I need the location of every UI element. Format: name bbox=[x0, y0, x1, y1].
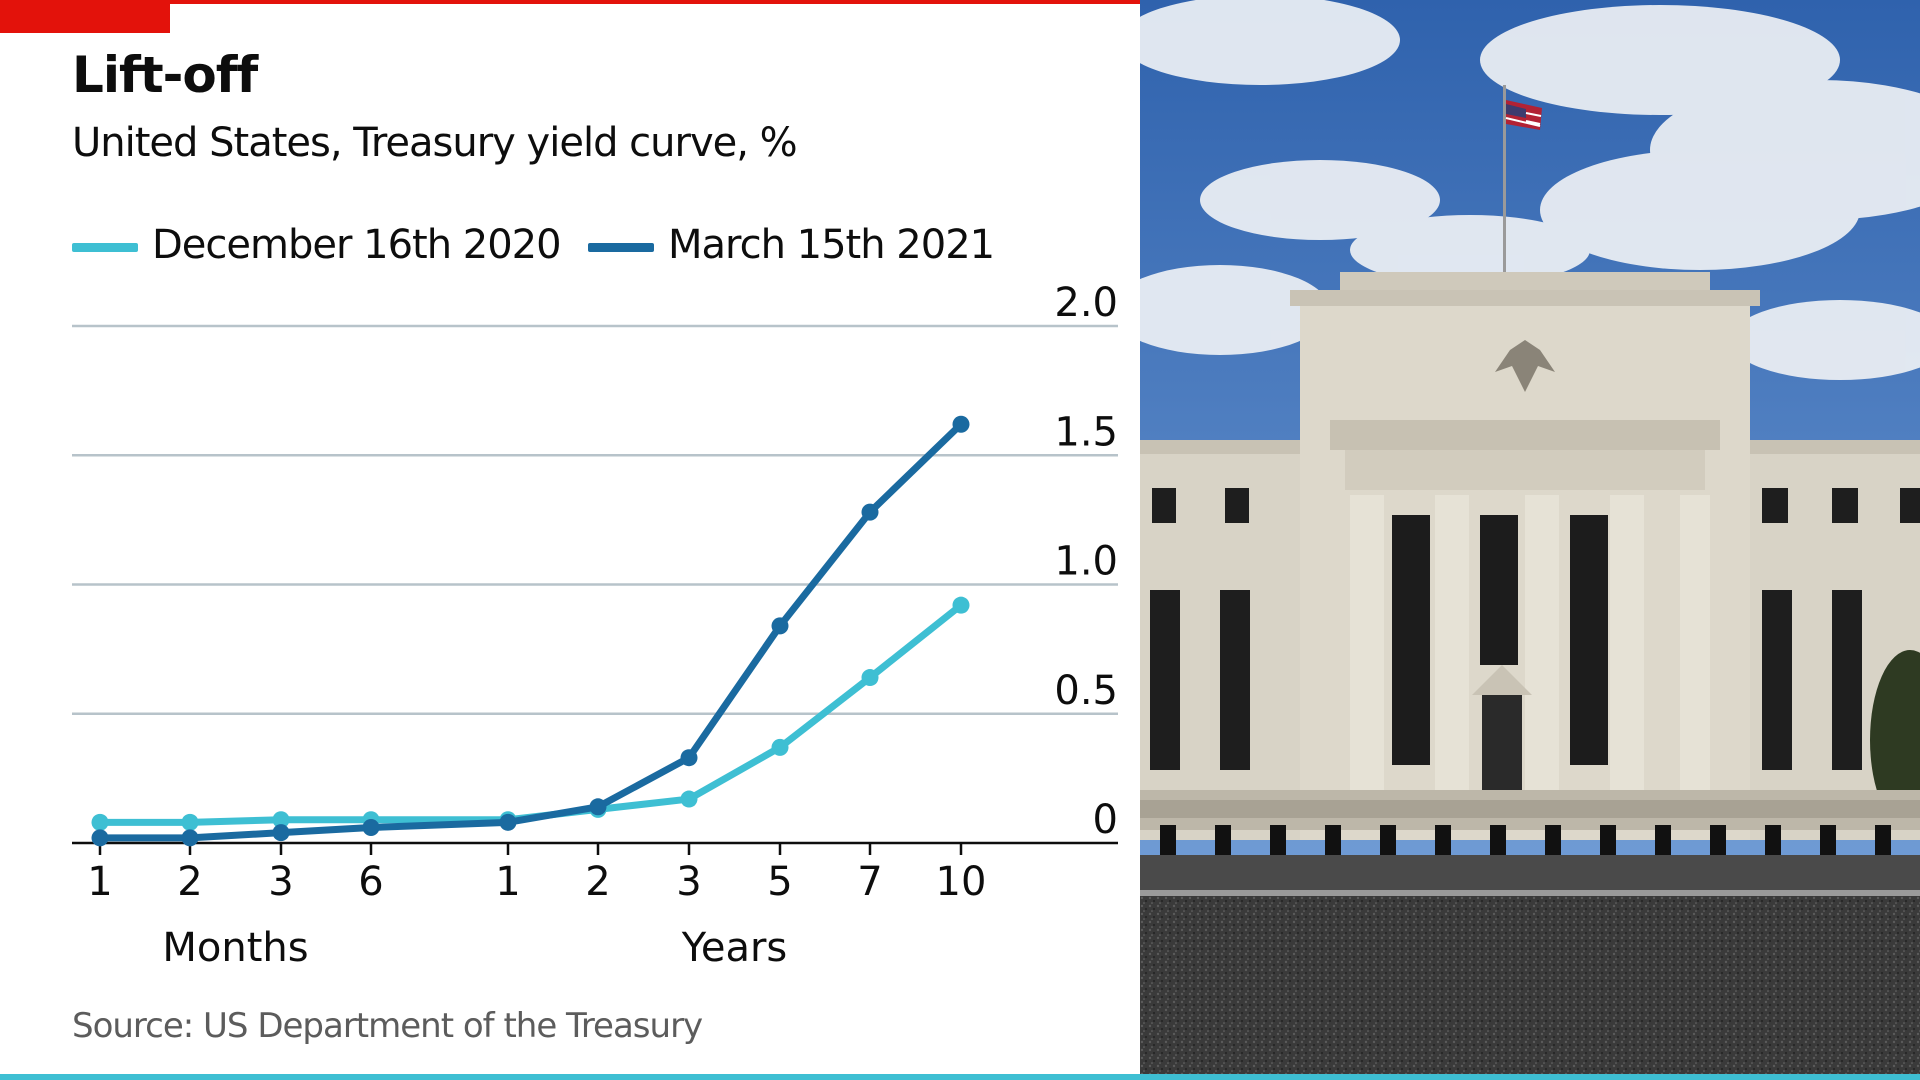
legend-label-mar-2021: March 15th 2021 bbox=[668, 222, 995, 268]
top-accent-tag bbox=[0, 0, 170, 33]
federal-reserve-building-icon bbox=[1140, 0, 1920, 1078]
legend-label-dec-2020: December 16th 2020 bbox=[152, 222, 562, 268]
clouds bbox=[1140, 0, 1920, 380]
x-tick-label: 10 bbox=[936, 859, 987, 905]
y-tick-label: 0 bbox=[1093, 797, 1118, 843]
gravel-ground bbox=[1140, 896, 1920, 1078]
series-point-1 bbox=[499, 813, 517, 831]
series-point-1 bbox=[589, 798, 607, 816]
chart-panel: Lift-off United States, Treasury yield c… bbox=[0, 0, 1140, 1046]
series-point-1 bbox=[861, 503, 879, 521]
chart-source: Source: US Department of the Treasury bbox=[72, 1006, 703, 1046]
x-tick-label: 5 bbox=[767, 859, 792, 905]
series-point-1 bbox=[362, 818, 380, 836]
series-point-0 bbox=[680, 790, 698, 808]
y-tick-label: 2.0 bbox=[1054, 280, 1118, 326]
series-point-1 bbox=[952, 415, 970, 433]
chart-subtitle: United States, Treasury yield curve, % bbox=[72, 120, 798, 166]
series-point-0 bbox=[952, 596, 970, 614]
series-point-1 bbox=[181, 829, 199, 847]
series-point-1 bbox=[91, 829, 109, 847]
series-line-1 bbox=[96, 420, 965, 842]
y-tick-label: 0.5 bbox=[1054, 668, 1118, 714]
y-tick-label: 1.5 bbox=[1054, 409, 1118, 455]
flag-icon bbox=[1503, 85, 1542, 300]
bottom-accent-rule bbox=[0, 1074, 1920, 1080]
tree bbox=[1870, 650, 1920, 830]
x-tick-label: 6 bbox=[358, 859, 383, 905]
door bbox=[1482, 695, 1522, 795]
x-tick-label: 3 bbox=[676, 859, 701, 905]
x-tick-label: 3 bbox=[268, 859, 293, 905]
series-point-1 bbox=[771, 617, 789, 635]
eagle-icon bbox=[1495, 340, 1555, 392]
bollards bbox=[1160, 825, 1891, 855]
series-point-0 bbox=[272, 811, 290, 829]
series-point-1 bbox=[272, 824, 290, 842]
central-windows bbox=[1392, 515, 1608, 765]
x-tick-label: 2 bbox=[585, 859, 610, 905]
x-tick-label: 2 bbox=[177, 859, 202, 905]
top-accent-rule bbox=[0, 0, 1140, 4]
series-point-1 bbox=[680, 749, 698, 767]
series-point-0 bbox=[181, 813, 199, 831]
y-tick-label: 1.0 bbox=[1054, 539, 1118, 585]
x-tick-label: 1 bbox=[87, 859, 112, 905]
x-tick-label: 7 bbox=[857, 859, 882, 905]
chart-plot: 0 0.5 1.0 1.5 2.0 1 2 3 6 1 2 3 5 7 10 Months Years bbox=[72, 280, 1118, 971]
series-point-0 bbox=[771, 738, 789, 756]
series-point-0 bbox=[861, 669, 879, 687]
wing-windows bbox=[1150, 488, 1920, 770]
columns bbox=[1350, 495, 1710, 795]
x-group-label: Months bbox=[162, 925, 308, 971]
federal-reserve-photo bbox=[1140, 0, 1920, 1078]
x-group-label: Years bbox=[681, 925, 788, 971]
x-tick-label: 1 bbox=[495, 859, 520, 905]
chart-title: Lift-off bbox=[72, 46, 258, 104]
legend-swatch-mar-2021 bbox=[588, 243, 654, 252]
series-point-0 bbox=[91, 813, 109, 831]
legend-swatch-dec-2020 bbox=[72, 243, 138, 252]
